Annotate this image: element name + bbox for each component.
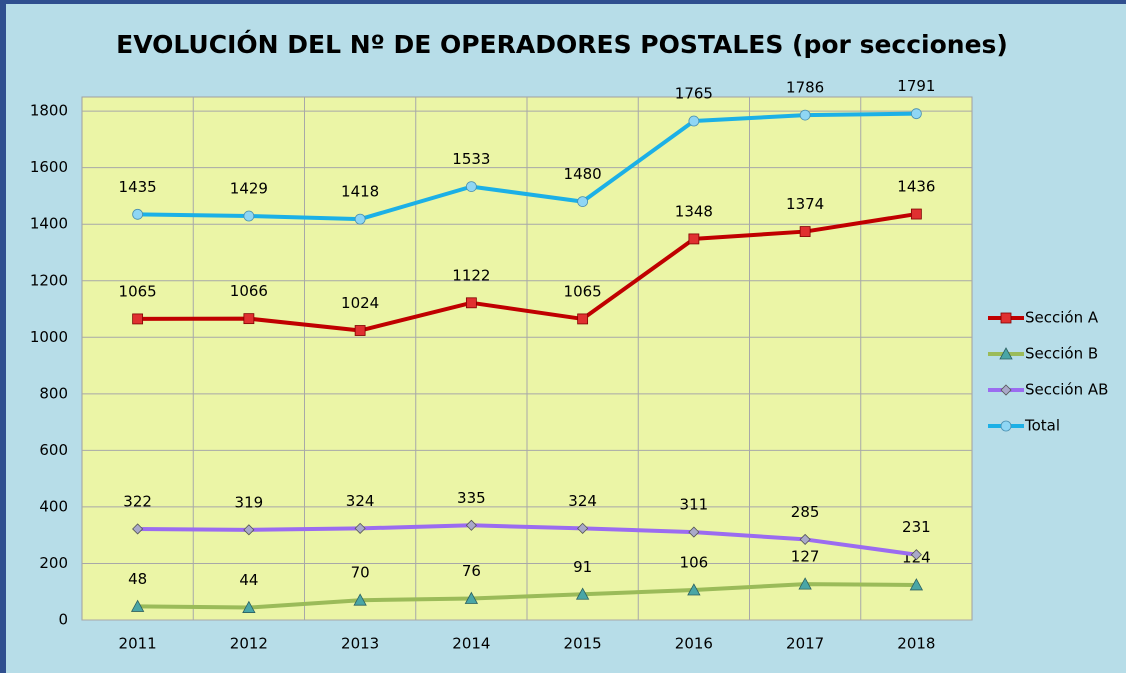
border-top	[0, 0, 1126, 4]
marker	[798, 577, 812, 590]
marker	[354, 325, 366, 336]
legend-label: Total	[1024, 417, 1060, 435]
marker	[353, 593, 367, 606]
x-tick-label: 2016	[675, 635, 713, 653]
marker	[575, 587, 590, 600]
marker	[799, 109, 811, 121]
x-tick-label: 2012	[230, 635, 268, 653]
chart-title: EVOLUCIÓN DEL Nº DE OPERADORES POSTALES …	[116, 29, 1008, 59]
marker	[465, 181, 477, 193]
marker	[465, 297, 477, 309]
legend-marker	[999, 347, 1013, 360]
data-label: 1786	[786, 79, 824, 97]
data-label: 1374	[786, 195, 824, 213]
series-line	[137, 523, 917, 557]
data-label: 1418	[341, 183, 379, 201]
x-tick-label: 2011	[119, 635, 157, 653]
data-label: 1066	[230, 282, 268, 300]
data-label: 1480	[564, 165, 602, 183]
marker	[465, 519, 477, 531]
series-line	[137, 111, 917, 222]
marker	[910, 549, 922, 561]
marker	[354, 522, 366, 534]
data-label: 1122	[452, 266, 490, 284]
marker	[799, 533, 811, 545]
data-label: 1429	[230, 180, 268, 198]
legend-marker	[1000, 384, 1012, 396]
data-label: 1065	[119, 282, 157, 300]
legend-marker	[1000, 420, 1012, 432]
data-label: 1436	[897, 178, 935, 196]
data-label: 311	[680, 496, 709, 514]
data-label: 76	[462, 562, 481, 580]
data-label: 322	[123, 492, 152, 510]
series-line	[137, 212, 917, 333]
x-tick-label: 2014	[452, 635, 490, 653]
x-tick-label: 2013	[341, 635, 379, 653]
y-tick-label: 1400	[30, 215, 68, 233]
x-tick-label: 2017	[786, 635, 824, 653]
data-label: 91	[573, 558, 592, 576]
marker	[132, 523, 144, 535]
data-label: 1435	[119, 178, 157, 196]
y-tick-label: 0	[58, 611, 68, 629]
marker	[909, 578, 924, 591]
x-tick-label: 2018	[897, 635, 935, 653]
marker	[354, 213, 366, 225]
marker	[243, 313, 255, 325]
data-label: 1348	[675, 202, 713, 220]
y-tick-label: 800	[39, 384, 68, 402]
marker	[130, 599, 145, 612]
data-label: 319	[235, 493, 264, 511]
marker	[242, 600, 256, 613]
y-tick-label: 400	[39, 497, 68, 515]
x-tick-label: 2015	[564, 635, 602, 653]
data-label: 1024	[341, 294, 379, 312]
y-tick-label: 1200	[30, 271, 68, 289]
data-label: 1765	[675, 85, 713, 103]
data-label: 48	[128, 570, 147, 588]
data-label: 231	[902, 518, 931, 536]
marker	[910, 208, 922, 220]
marker	[243, 524, 255, 536]
marker	[910, 108, 922, 120]
data-label: 127	[791, 548, 820, 566]
marker	[799, 226, 811, 237]
legend-marker	[1000, 312, 1012, 324]
marker	[577, 196, 589, 208]
marker	[464, 591, 479, 604]
data-label: 324	[568, 492, 597, 510]
legend-label: Sección B	[1025, 345, 1098, 363]
y-tick-label: 600	[39, 441, 68, 459]
series-line	[137, 582, 917, 610]
legend-label: Sección A	[1025, 309, 1099, 327]
y-tick-label: 200	[39, 554, 68, 572]
y-tick-label: 1800	[30, 102, 68, 120]
data-label: 44	[239, 571, 258, 589]
y-tick-label: 1000	[30, 328, 68, 346]
data-label: 1065	[564, 282, 602, 300]
data-label: 335	[457, 489, 486, 507]
marker	[687, 583, 701, 596]
marker	[132, 208, 144, 220]
marker	[243, 210, 255, 222]
marker	[132, 313, 144, 325]
data-label: 106	[680, 554, 709, 572]
marker	[688, 526, 700, 538]
data-label: 285	[791, 503, 820, 521]
marker	[688, 233, 700, 245]
data-label: 70	[351, 564, 370, 582]
data-label: 1791	[897, 77, 935, 95]
y-tick-label: 1600	[30, 158, 68, 176]
marker	[577, 313, 589, 325]
data-label: 1533	[452, 150, 490, 168]
data-label: 324	[346, 492, 375, 510]
marker	[577, 522, 589, 534]
legend-label: Sección AB	[1025, 381, 1108, 399]
marker	[688, 115, 700, 127]
border-left	[0, 0, 6, 673]
